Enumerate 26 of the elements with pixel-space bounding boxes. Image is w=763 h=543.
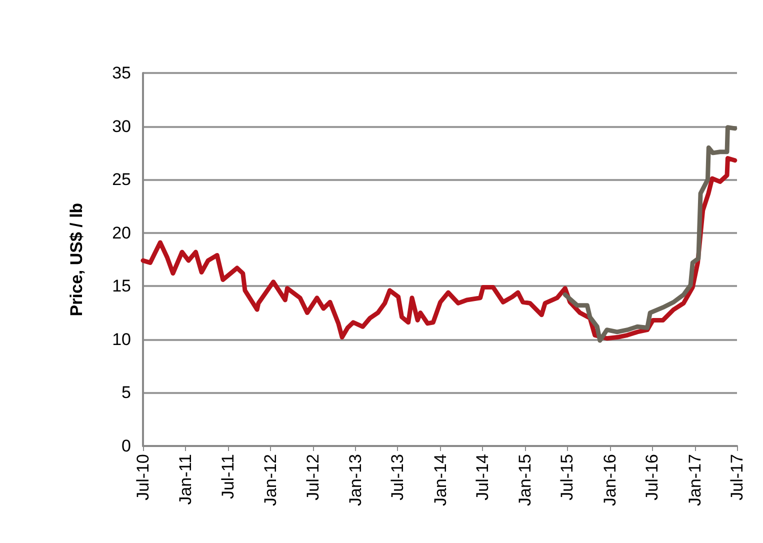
x-tick-label: Jul-10 <box>134 454 152 500</box>
x-tick-label: Jan-13 <box>346 454 366 506</box>
y-tick-label: 15 <box>112 276 131 296</box>
x-tick-label: Jul-17 <box>728 454 746 500</box>
x-tick-label: Jan-16 <box>600 454 620 506</box>
y-tick-label: 0 <box>122 436 131 456</box>
x-tick-label: Jan-14 <box>430 454 450 506</box>
x-tick-label: Jul-12 <box>303 454 322 500</box>
x-tick-label: Jul-15 <box>558 454 577 500</box>
x-tick-label: Jan-11 <box>176 454 196 505</box>
y-axis-title: Price, US$ / lb <box>67 202 86 316</box>
x-tick-label: Jan-12 <box>261 454 280 506</box>
y-tick-label: 35 <box>112 64 131 82</box>
x-tick-label: Jul-11 <box>218 454 238 500</box>
x-tick-label: Jan-15 <box>516 454 535 506</box>
line-series <box>140 156 738 341</box>
y-tick-label: 30 <box>112 116 131 136</box>
y-tick-label: 10 <box>112 330 131 349</box>
y-tick-label: 20 <box>112 223 131 242</box>
y-tick-label: 5 <box>122 383 131 402</box>
x-tick-label: Jul-16 <box>642 454 662 500</box>
y-tick-label: 25 <box>112 170 131 190</box>
x-tick-label: Jul-13 <box>388 454 408 500</box>
x-tick-label: Jul-14 <box>472 454 492 500</box>
x-tick-label: Jan-17 <box>685 454 704 506</box>
line-series <box>562 125 738 343</box>
